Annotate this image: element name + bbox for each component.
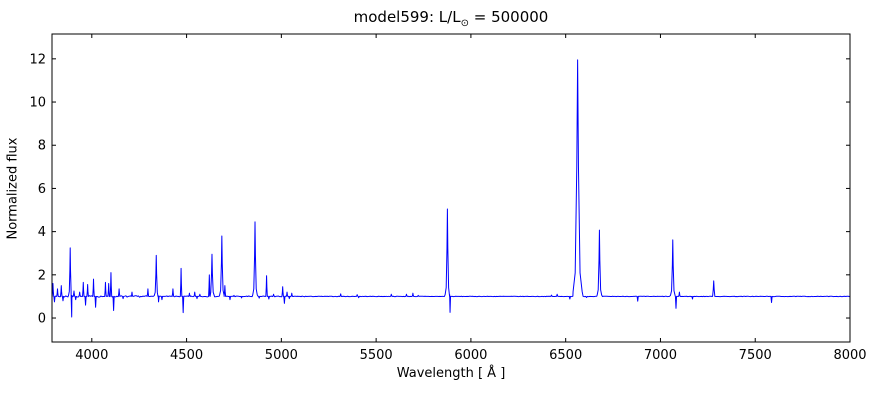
x-tick-label: 6000 [454,348,487,363]
y-tick-label: 2 [38,268,46,283]
chart-title-suffix: = 500000 [468,8,549,26]
y-tick-label: 12 [29,52,46,67]
x-tick-label: 8000 [833,348,866,363]
x-tick-label: 5000 [265,348,298,363]
y-axis-label-wrap: Normalized flux [0,34,26,342]
x-tick-label: 5500 [360,348,393,363]
axis-ticks [52,34,851,342]
y-tick-label: 0 [38,312,46,327]
y-tick-label: 4 [38,225,46,240]
x-tick-label: 7000 [644,348,677,363]
x-tick-label: 7500 [739,348,772,363]
x-tick-label: 4000 [75,348,108,363]
y-tick-label: 6 [38,182,46,197]
sun-symbol: ⊙ [460,18,469,29]
x-tick-labels: 4000 4500 5000 5500 6000 6500 7000 7500 8000 [75,348,866,363]
y-axis-label: Normalized flux [5,137,21,239]
x-axis-label: Wavelength [ Å ] [396,366,506,381]
x-tick-label: 6500 [549,348,582,363]
chart-title-prefix: model599: L/L [353,8,461,26]
y-tick-label: 10 [29,96,46,111]
chart-title: model599: L/L⊙ = 500000 [52,8,850,29]
y-tick-labels: 0 2 4 6 8 10 12 [29,52,46,326]
spectrum-polyline [51,59,851,318]
y-tick-label: 8 [38,139,46,154]
spectrum-line [51,59,851,318]
x-tick-label: 4500 [170,348,203,363]
